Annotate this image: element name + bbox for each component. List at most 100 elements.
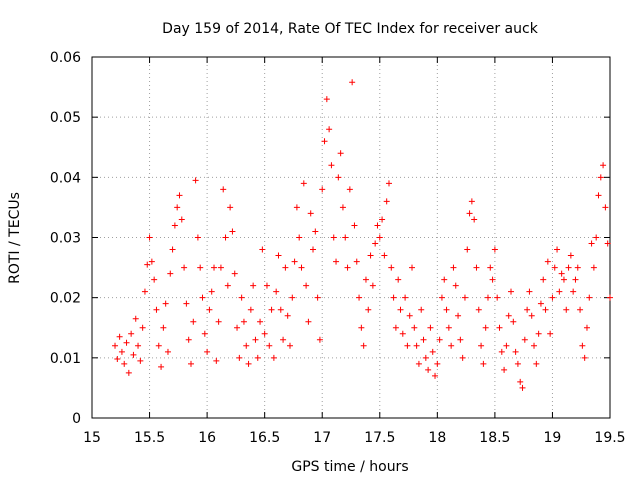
- data-point: [533, 360, 540, 367]
- data-point: [397, 306, 404, 313]
- data-point: [404, 342, 411, 349]
- data-point: [356, 294, 363, 301]
- data-point: [413, 342, 420, 349]
- data-point: [263, 282, 270, 289]
- data-point: [123, 339, 130, 346]
- data-point: [503, 342, 510, 349]
- data-point: [153, 306, 160, 313]
- data-point: [367, 252, 374, 259]
- data-point: [310, 246, 317, 253]
- data-point: [314, 294, 321, 301]
- y-tick-label: 0.06: [50, 50, 81, 66]
- data-point: [227, 204, 234, 211]
- data-point: [217, 264, 224, 271]
- data-point: [409, 264, 416, 271]
- chart-title: Day 159 of 2014, Rate Of TEC Index for r…: [162, 21, 539, 37]
- data-point: [432, 372, 439, 379]
- data-point: [275, 252, 282, 259]
- data-point: [118, 348, 125, 355]
- data-point: [406, 312, 413, 319]
- data-point: [176, 192, 183, 199]
- data-point: [146, 234, 153, 241]
- data-point: [240, 318, 247, 325]
- data-point: [399, 330, 406, 337]
- data-point: [213, 357, 220, 364]
- data-point: [466, 210, 473, 217]
- data-point: [234, 324, 241, 331]
- data-point: [422, 354, 429, 361]
- data-point: [300, 180, 307, 187]
- data-point: [360, 342, 367, 349]
- data-point: [307, 210, 314, 217]
- data-point: [178, 216, 185, 223]
- data-point: [554, 246, 561, 253]
- data-point: [333, 258, 340, 265]
- data-point: [344, 264, 351, 271]
- data-point: [155, 342, 162, 349]
- data-point: [291, 258, 298, 265]
- data-point: [484, 294, 491, 301]
- data-point: [383, 198, 390, 205]
- data-point: [395, 276, 402, 283]
- data-point: [289, 294, 296, 301]
- data-point: [531, 342, 538, 349]
- data-point: [450, 264, 457, 271]
- data-point: [139, 324, 146, 331]
- data-point: [229, 228, 236, 235]
- data-point: [452, 282, 459, 289]
- data-point: [128, 330, 135, 337]
- data-point: [197, 264, 204, 271]
- data-point: [296, 234, 303, 241]
- data-point: [448, 342, 455, 349]
- data-point: [342, 234, 349, 241]
- data-point: [381, 252, 388, 259]
- data-point: [475, 306, 482, 313]
- data-point: [478, 342, 485, 349]
- data-point: [231, 270, 238, 277]
- data-point: [321, 138, 328, 145]
- data-point: [544, 258, 551, 265]
- data-point: [185, 336, 192, 343]
- data-point: [243, 342, 250, 349]
- data-point: [323, 96, 330, 103]
- data-point: [607, 294, 613, 301]
- data-point: [326, 126, 333, 133]
- data-point: [565, 264, 572, 271]
- data-point: [441, 276, 448, 283]
- data-point: [570, 288, 577, 295]
- data-point: [579, 342, 586, 349]
- data-point: [337, 150, 344, 157]
- data-point: [132, 315, 139, 322]
- data-point: [261, 330, 268, 337]
- data-point: [455, 312, 462, 319]
- data-point: [125, 369, 132, 376]
- data-point: [468, 198, 475, 205]
- data-point: [415, 360, 422, 367]
- data-point: [273, 288, 280, 295]
- data-point: [549, 294, 556, 301]
- data-point: [268, 306, 275, 313]
- data-point: [171, 222, 178, 229]
- data-point: [339, 204, 346, 211]
- data-point: [130, 351, 137, 358]
- y-tick-label: 0.05: [50, 110, 81, 126]
- y-tick-label: 0.03: [50, 231, 81, 247]
- y-tick-label: 0: [72, 411, 81, 427]
- data-point: [238, 294, 245, 301]
- data-point: [567, 252, 574, 259]
- data-point: [390, 294, 397, 301]
- data-point: [190, 318, 197, 325]
- data-point: [346, 186, 353, 193]
- data-point: [551, 264, 558, 271]
- data-point: [558, 270, 565, 277]
- data-point: [418, 306, 425, 313]
- data-point: [376, 234, 383, 241]
- data-point: [303, 282, 310, 289]
- data-point: [183, 300, 190, 307]
- data-point: [461, 294, 468, 301]
- data-point: [547, 330, 554, 337]
- x-tick-label: 16: [198, 430, 216, 446]
- data-point: [560, 276, 567, 283]
- data-point: [501, 366, 508, 373]
- data-point: [137, 357, 144, 364]
